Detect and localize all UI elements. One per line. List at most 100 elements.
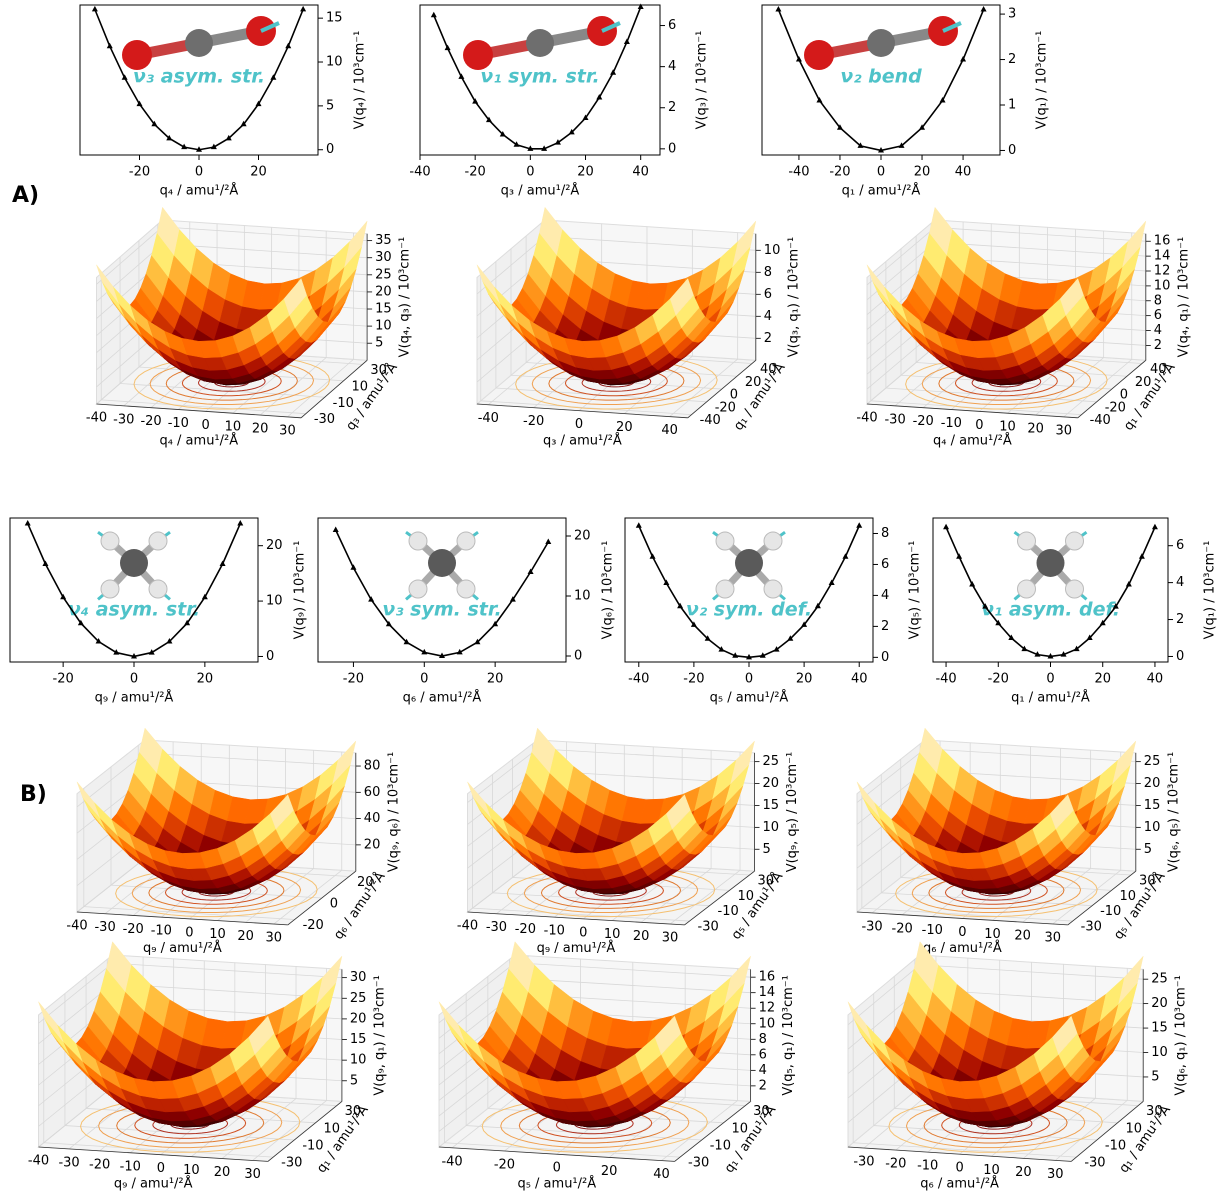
marker: [60, 593, 67, 600]
x-axis: [847, 1146, 1072, 1162]
contour: [80, 1095, 301, 1153]
atom-h: [1017, 579, 1036, 599]
y-tick-label: -30: [314, 412, 335, 427]
marker: [148, 649, 155, 655]
z-tick-label: 14: [759, 985, 776, 1000]
y-tick-label: -40: [1090, 413, 1111, 428]
marker: [857, 142, 864, 148]
y-tick-label: -30: [698, 920, 719, 935]
x-tick-label: 10: [604, 927, 621, 942]
contour: [133, 354, 331, 410]
y-tick-label: -20: [303, 918, 324, 933]
x-tick-label: -40: [457, 919, 478, 934]
z-tick-label: 35: [375, 233, 392, 248]
z-tick-label: 8: [1154, 293, 1162, 308]
z-tick-label: 80: [364, 759, 381, 774]
x-tick-label: 0: [1046, 672, 1054, 687]
marker: [801, 621, 808, 627]
y-tick-label: 30: [370, 363, 387, 378]
x-tick-label: 10: [984, 927, 1001, 942]
plot-frame: [624, 517, 874, 663]
grid-line: [83, 906, 295, 920]
marker: [795, 56, 802, 62]
atom-h: [456, 531, 476, 551]
z-tick-label: 5: [375, 336, 383, 351]
atom-h: [408, 531, 428, 551]
grid-line: [919, 964, 1144, 980]
marker: [42, 560, 49, 566]
grid-line: [492, 892, 710, 907]
y-tick-label: -30: [1084, 1156, 1105, 1171]
grid-line: [438, 962, 516, 1024]
y-tick-label: 0: [881, 650, 889, 665]
grid-line: [43, 1142, 274, 1158]
marker: [509, 596, 516, 602]
y-tick-label: -30: [281, 1156, 302, 1171]
grid-line: [924, 748, 1136, 763]
marker: [270, 74, 277, 80]
marker: [527, 145, 534, 151]
z-tick-label: 15: [1144, 798, 1161, 813]
marker: [919, 124, 926, 130]
marker: [1138, 553, 1145, 559]
z-tick-label: 25: [763, 754, 780, 769]
z-axis-label: V(q₉, q₅) / 10³cm⁻¹: [785, 752, 800, 873]
grid-line: [661, 1100, 738, 1161]
atom-c: [735, 549, 763, 577]
x-tick-label: 20: [1015, 1165, 1032, 1180]
y-tick-label: 30: [753, 1104, 770, 1119]
z-tick-label: 5: [1144, 842, 1152, 857]
y-tick-label: 5: [326, 98, 334, 113]
marker: [623, 38, 630, 44]
z-tick-label: 12: [1154, 264, 1171, 279]
marker: [184, 619, 191, 626]
x-axis-label: q₄ / amu¹/²Å: [159, 432, 238, 448]
y-tick-label: -30: [1081, 920, 1102, 935]
grid-line: [847, 964, 921, 1026]
y-tick-label: 10: [352, 379, 369, 394]
x-axis: [476, 403, 688, 419]
grid-line: [1055, 1100, 1128, 1161]
z-tick-label: 20: [364, 837, 381, 852]
marker: [456, 648, 463, 655]
x-axis: [38, 1146, 268, 1162]
y-tick-label: 20: [745, 375, 762, 390]
atom-h: [1065, 579, 1084, 599]
y-tick-label: 30: [758, 873, 775, 888]
contour: [523, 870, 699, 914]
grid-line: [873, 1125, 1097, 1141]
grid-line: [467, 857, 538, 913]
x-tick-label: 20: [214, 1165, 231, 1180]
z-tick-label: 2: [764, 331, 772, 346]
z-tick-label: 20: [350, 1011, 367, 1026]
z-tick-label: 10: [759, 1016, 776, 1031]
y-tick-label: 2: [1176, 612, 1184, 627]
anno: ν₃ sym. str.: [382, 599, 501, 621]
z-axis-label: V(q₅, q₁) / 10³cm⁻¹: [781, 975, 796, 1096]
x-tick-label: -20: [829, 165, 850, 180]
atom-h: [763, 531, 783, 551]
y-tick-label: -20: [715, 400, 736, 415]
y-axis: [267, 1101, 343, 1162]
z-tick-label: 10: [350, 1053, 367, 1068]
marker: [649, 553, 656, 559]
plot-frame: [9, 517, 259, 663]
atom-c: [526, 29, 554, 57]
x-tick-label: -40: [788, 165, 809, 180]
grid-line: [1052, 869, 1121, 925]
x-tick-label: -40: [86, 411, 107, 426]
z-tick-label: 5: [1151, 1069, 1159, 1084]
x-axis: [96, 403, 302, 419]
marker: [956, 553, 963, 559]
marker: [95, 638, 102, 644]
y-tick-label: 2: [881, 619, 889, 634]
z-tick-label: 25: [375, 267, 392, 282]
x-tick-label: -30: [58, 1155, 79, 1170]
x-tick-label: -20: [129, 165, 150, 180]
marker: [1034, 651, 1041, 657]
atom-h: [100, 579, 120, 599]
x-tick-label: 20: [237, 929, 254, 944]
x-tick-label: -40: [28, 1154, 49, 1169]
atom-c: [428, 549, 456, 577]
marker: [485, 116, 492, 123]
